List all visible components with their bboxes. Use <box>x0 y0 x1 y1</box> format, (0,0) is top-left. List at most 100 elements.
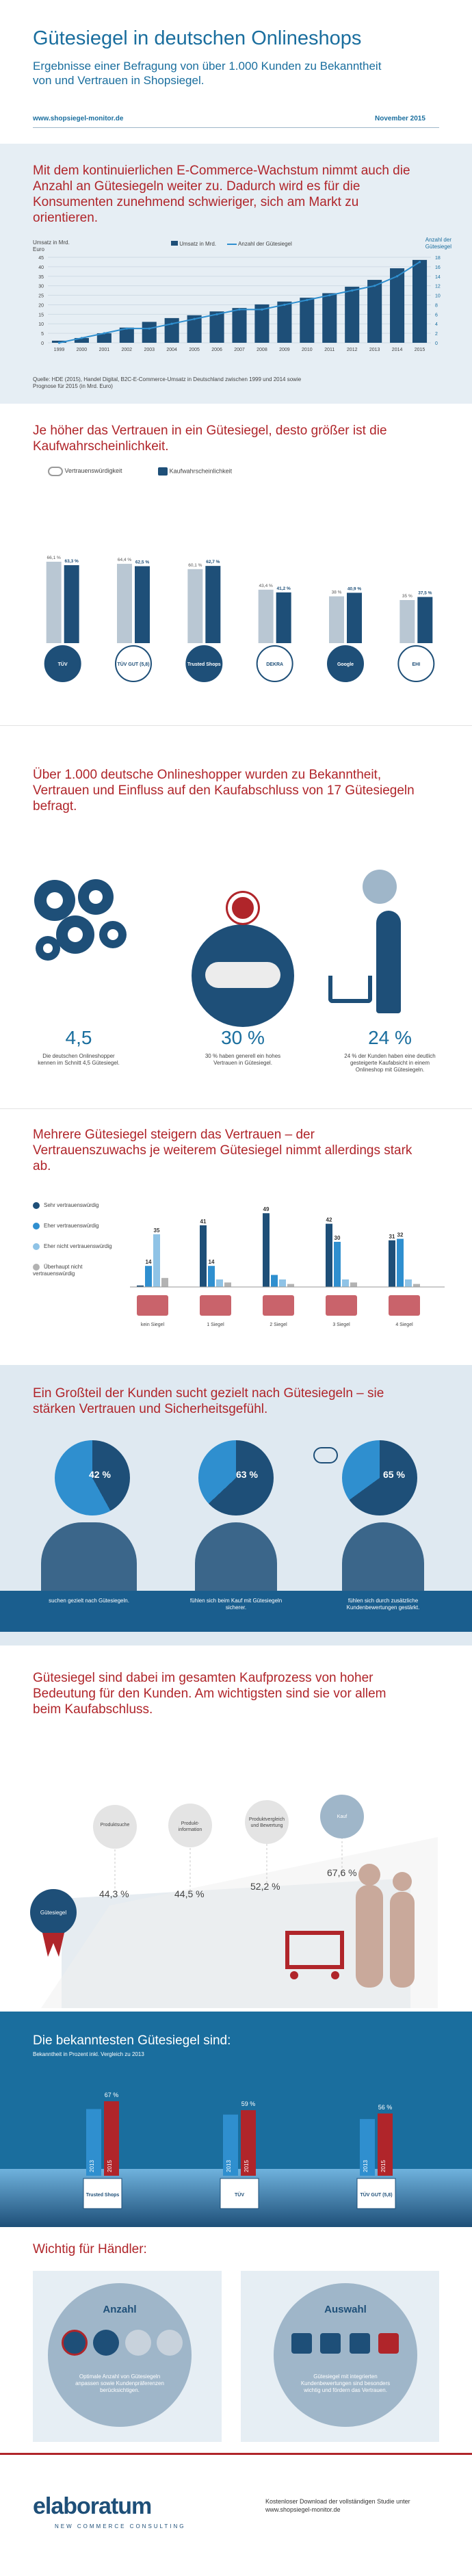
step-label: Produktvergleich und Bewertung <box>248 1817 285 1828</box>
stat3-value: 24 % <box>368 1027 412 1048</box>
seal-count-point <box>418 261 421 263</box>
legend-dot <box>33 1202 40 1209</box>
gears-icon <box>27 870 130 979</box>
buy-bar <box>276 592 291 643</box>
seal-icon <box>124 2330 151 2356</box>
trust-bar <box>117 564 132 643</box>
seal-count-point <box>170 322 173 325</box>
x-tick-label: 2007 <box>234 348 245 352</box>
bar-2015 <box>104 2101 119 2176</box>
pie2-value: 63 % <box>236 1469 258 1480</box>
stack-bar <box>161 1277 168 1287</box>
stack-bar <box>389 1240 395 1287</box>
checkbox-icon <box>291 2333 312 2354</box>
y-tick-label: 15 <box>38 313 44 317</box>
year-label: 2015 <box>107 2160 113 2172</box>
step-label: Produkt-information <box>178 1821 202 1832</box>
section-heading: Ein Großteil der Kunden sucht gezielt na… <box>33 1386 384 1416</box>
year-label: 2015 <box>244 2160 250 2172</box>
revenue-bar <box>300 298 315 343</box>
revenue-bar <box>390 268 405 343</box>
seal-count-point <box>238 308 241 311</box>
step-label: Kauf <box>337 1814 348 1819</box>
pie1-value: 42 % <box>89 1469 111 1480</box>
stack-bar <box>200 1225 207 1287</box>
seal-count-point <box>215 313 218 315</box>
step-percent: 44,3 % <box>99 1888 129 1899</box>
x-tick-label: 2012 <box>347 348 358 352</box>
section-heading: Mehrere Gütesiegel steigern das Vertraue… <box>33 1128 412 1173</box>
legend-label: Eher vertrauenswürdig <box>44 1223 99 1229</box>
revenue-bar <box>142 322 157 343</box>
header-url[interactable]: www.shopsiegel-monitor.de <box>33 115 124 122</box>
legend-dot <box>33 1243 40 1250</box>
legend-buy-label: Kaufwahrscheinlichkeit <box>169 467 233 475</box>
seal-logo <box>327 645 364 682</box>
legend-swatch-bar <box>171 241 178 246</box>
y2-tick-label: 6 <box>435 313 438 317</box>
section-known-seals: Die bekanntesten Gütesiegel sind: Bekann… <box>0 2012 472 2227</box>
seal-name: EHI <box>412 662 420 667</box>
cart-icon <box>263 1295 294 1316</box>
section-process: Gütesiegel sind dabei im gesamten Kaufpr… <box>0 1645 472 2012</box>
seal-logo <box>256 645 293 682</box>
stack-bar <box>342 1279 349 1287</box>
x-tick-label: 2011 <box>324 348 335 352</box>
seal-icon <box>157 2330 183 2356</box>
speech-bubble-icon <box>313 1447 338 1463</box>
seal-count-point <box>193 317 196 320</box>
y2-tick-label: 10 <box>435 294 441 299</box>
seal-count-point <box>373 285 376 287</box>
year-label: 2013 <box>363 2160 369 2172</box>
revenue-bar <box>367 280 382 343</box>
checkbox-icon <box>349 2333 370 2354</box>
y-tick-label: 0 <box>41 341 44 346</box>
trust-value-label: 38 % <box>332 590 342 595</box>
seal-logo <box>83 2178 122 2209</box>
seal-logo <box>356 2178 396 2209</box>
x-tick-label: 2006 <box>211 348 222 352</box>
person-laptop-icon <box>41 1522 137 1591</box>
stack-bar <box>279 1279 286 1287</box>
seal-name: TÜV <box>235 2191 244 2198</box>
header-date: November 2015 <box>375 115 425 122</box>
cart-icon <box>137 1295 168 1316</box>
section-growth: Mit dem kontinuierlichen E-Commerce-Wach… <box>0 144 472 404</box>
buy-value-label: 40,9 % <box>348 586 361 591</box>
x-tick-label: 1999 <box>54 348 65 352</box>
seal-logo <box>44 645 81 682</box>
trust-value-label: 35 % <box>402 594 412 599</box>
bar-2013 <box>360 2119 375 2176</box>
bar-2015 <box>378 2113 393 2176</box>
bar-2013 <box>223 2114 238 2176</box>
x-tick-label: 2010 <box>302 348 313 352</box>
y-tick-label: 20 <box>38 303 44 308</box>
x-tick-label: 2008 <box>257 348 267 352</box>
seal-name: Trusted Shops <box>86 2193 120 2198</box>
stack-bar <box>137 1285 144 1287</box>
revenue-bar <box>74 338 89 343</box>
y2-tick-label: 12 <box>435 285 441 289</box>
seal-logo <box>220 2178 259 2209</box>
revenue-bar <box>412 259 428 343</box>
y2-tick-label: 14 <box>435 275 441 280</box>
revenue-bar <box>119 327 134 343</box>
year-label: 2013 <box>89 2160 95 2172</box>
legend-dot <box>33 1223 40 1230</box>
section-heading: Je höher das Vertrauen in ein Gütesiegel… <box>33 424 387 454</box>
y-tick-label: 45 <box>38 256 44 261</box>
stat2-text: 30 % haben generell ein hohes Vertrauen … <box>205 1053 281 1066</box>
buy-bar <box>347 593 362 643</box>
header: Gütesiegel in deutschen Onlineshops Erge… <box>0 0 472 144</box>
y-tick-label: 40 <box>38 265 44 270</box>
category-label: kein Siegel <box>141 1323 165 1327</box>
buy-value-label: 37,5 % <box>418 591 432 596</box>
y2-tick-label: 4 <box>435 322 438 327</box>
buy-bar <box>64 565 79 643</box>
pie3-value: 65 % <box>383 1469 405 1480</box>
pie3-text: fühlen sich durch zusätzliche Kundenbewe… <box>346 1598 420 1611</box>
footer-text[interactable]: Kostenloser Download der vollständigen S… <box>265 2498 410 2513</box>
section-heading: Gütesiegel sind dabei im gesamten Kaufpr… <box>33 1671 386 1717</box>
revenue-bar <box>187 315 202 343</box>
cart-icon <box>200 1295 231 1316</box>
